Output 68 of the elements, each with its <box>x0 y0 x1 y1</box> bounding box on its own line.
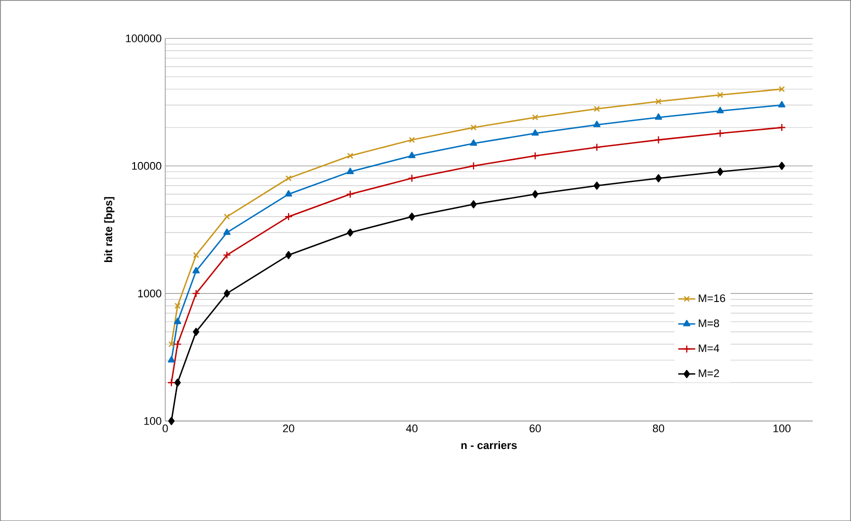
point <box>469 162 478 170</box>
y-tick-label: 10000 <box>132 162 162 170</box>
point <box>347 152 354 159</box>
point <box>408 174 416 182</box>
point <box>593 120 600 128</box>
point <box>168 356 176 362</box>
x-tick-label: 20 <box>283 424 294 432</box>
y-tick-label: 100 <box>144 416 162 425</box>
point <box>408 152 416 158</box>
point <box>532 114 538 120</box>
y-axis-title: bit rate [bps] <box>104 197 114 262</box>
legend-label: M=16 <box>698 294 726 302</box>
x-tick-label: 0 <box>162 424 168 432</box>
point <box>347 228 354 237</box>
legend-label: M=8 <box>698 319 720 328</box>
point <box>592 143 601 152</box>
point <box>470 139 478 146</box>
point <box>778 86 785 92</box>
point <box>654 113 662 120</box>
point <box>408 136 415 143</box>
point <box>174 318 182 324</box>
point <box>285 250 292 259</box>
x-tick-label: 80 <box>652 424 664 432</box>
point <box>470 124 477 130</box>
x-tick-label: 100 <box>774 424 790 432</box>
point <box>223 228 231 235</box>
y-tick-label: 1000 <box>138 289 162 298</box>
point <box>778 162 786 170</box>
point <box>778 100 786 108</box>
point <box>470 200 477 208</box>
point <box>222 250 231 259</box>
point <box>168 416 175 425</box>
x-axis-title: n - carriers <box>461 440 517 449</box>
point <box>531 152 540 160</box>
point <box>594 106 600 112</box>
point <box>655 174 662 182</box>
point <box>284 190 292 196</box>
point <box>174 340 182 348</box>
y-tick-label: 100000 <box>126 34 162 42</box>
point <box>168 341 174 348</box>
point <box>716 168 724 176</box>
point <box>655 98 662 104</box>
x-tick-label: 60 <box>530 424 541 432</box>
point <box>286 175 292 182</box>
point <box>174 302 181 309</box>
point <box>778 123 786 132</box>
point <box>346 190 354 198</box>
point <box>193 252 200 258</box>
point <box>224 289 230 298</box>
point <box>192 266 200 274</box>
point <box>716 106 724 114</box>
point <box>192 289 200 298</box>
x-tick-label: 40 <box>406 424 418 432</box>
point <box>654 136 663 144</box>
point <box>174 378 181 387</box>
point <box>594 181 600 190</box>
legend-label: M=2 <box>698 369 719 377</box>
point <box>167 378 176 387</box>
point <box>716 129 724 138</box>
point <box>532 190 538 198</box>
point <box>532 129 539 136</box>
legend-label: M=4 <box>698 344 720 352</box>
point <box>284 212 293 221</box>
point <box>346 168 354 174</box>
point <box>717 92 724 98</box>
point <box>192 328 200 336</box>
point <box>408 212 416 221</box>
point <box>224 213 230 220</box>
